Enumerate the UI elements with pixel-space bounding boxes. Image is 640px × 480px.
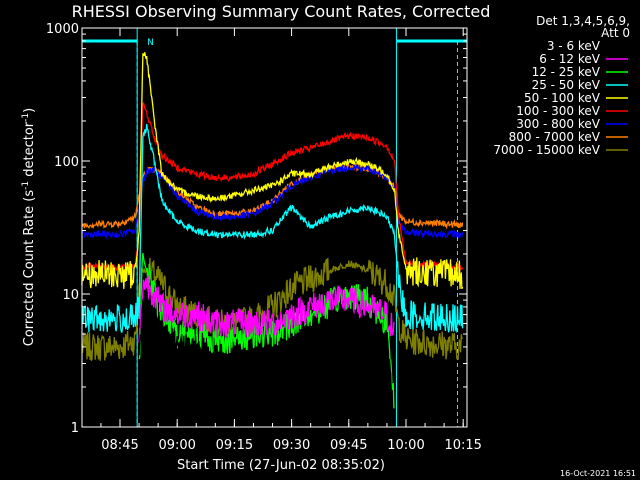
- x-tick-label: 09:30: [273, 438, 310, 453]
- y-axis-label-main: Corrected Count Rate (s: [22, 190, 37, 347]
- series-line: [81, 101, 464, 272]
- x-tick-label: 09:15: [216, 438, 253, 453]
- x-tick-label: 09:00: [158, 438, 195, 453]
- y-axis-label: Corrected Count Rate (s-1 detector-1): [21, 108, 37, 346]
- y-axis-label-sup2: -1: [21, 113, 31, 122]
- y-axis: 1 10 100 1000: [46, 22, 467, 436]
- legend-header: Det 1,3,4,5,6,9,: [536, 14, 630, 28]
- legend-label: 12 - 25 keV: [532, 65, 601, 79]
- x-tick-label: 09:45: [330, 438, 367, 453]
- y-tick-label: 10: [62, 288, 79, 303]
- legend-label: 6 - 12 keV: [539, 52, 601, 66]
- legend-label: 3 - 6 keV: [547, 39, 601, 53]
- x-tick-label: 08:45: [101, 438, 138, 453]
- y-tick-label: 1000: [46, 22, 79, 37]
- plot-frame: [81, 27, 468, 428]
- legend-label: 25 - 50 keV: [532, 78, 601, 92]
- x-tick-label: 10:00: [387, 438, 424, 453]
- y-tick-label: 100: [54, 155, 79, 170]
- flag-label: N: [147, 38, 154, 48]
- x-tick-label: 10:15: [444, 438, 481, 453]
- series-line: [81, 123, 464, 334]
- x-axis: 08:45 09:00 09:15 09:30 09:45 10:00 10:15: [100, 28, 482, 453]
- legend-header: Att 0: [601, 26, 630, 40]
- series-line: [138, 275, 395, 344]
- y-axis-label-sup1: -1: [21, 181, 31, 190]
- y-tick-label: 1: [71, 421, 79, 436]
- chart-title: RHESSI Observing Summary Count Rates, Co…: [72, 2, 491, 21]
- legend-label: 300 - 800 keV: [516, 117, 600, 131]
- plot-area: N: [81, 28, 467, 427]
- legend-label: 800 - 7000 keV: [509, 130, 601, 144]
- legend-label: 50 - 100 keV: [524, 91, 601, 105]
- series-line: [138, 288, 395, 420]
- series-line: [81, 257, 464, 361]
- timestamp: 16-Oct-2021 16:51: [560, 469, 636, 478]
- legend-label: 100 - 300 keV: [516, 104, 600, 118]
- series-line: [81, 52, 464, 290]
- x-axis-label: Start Time (27-Jun-02 08:35:02): [177, 458, 385, 473]
- legend-label: 7000 - 15000 keV: [493, 143, 600, 157]
- y-axis-label-end: ): [22, 108, 37, 113]
- y-axis-label-mid: detector: [22, 121, 37, 181]
